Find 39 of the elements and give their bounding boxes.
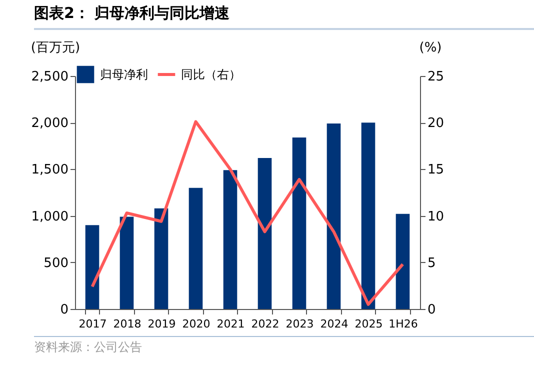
bar (223, 170, 238, 309)
x-tick-label: 1H26 (388, 318, 418, 330)
legend-label: 归母净利 (100, 68, 148, 82)
y-tick-label: 500 (44, 256, 68, 271)
bar (292, 138, 306, 309)
y-tick-label: 2,500 (31, 70, 68, 84)
x-tick-label: 2020 (182, 318, 210, 330)
chart-title: 图表2： 归母净利与同比增速 (34, 4, 534, 30)
bar (85, 225, 100, 309)
bar (326, 124, 341, 309)
x-tick-label: 2021 (216, 318, 245, 330)
y2-tick-label: 25 (428, 70, 444, 84)
x-tick-label: 2018 (113, 318, 142, 330)
bar (120, 216, 134, 309)
bar (154, 208, 168, 309)
y2-tick-label: 0 (428, 302, 436, 318)
x-tick-label: 2017 (78, 318, 107, 330)
x-tick-label: 2019 (148, 318, 176, 330)
y2-tick-label: 15 (428, 162, 444, 178)
y2-tick-label: 10 (428, 209, 444, 224)
y-tick-label: 2,000 (31, 116, 68, 132)
x-tick-label: 2024 (320, 318, 348, 330)
bar (396, 214, 410, 309)
x-tick-label: 2025 (354, 318, 383, 330)
y-tick-label: 1,500 (31, 162, 68, 178)
bar (188, 188, 203, 309)
y2-tick-label: 20 (428, 116, 444, 132)
x-tick-label: 2023 (286, 318, 314, 330)
bar (361, 122, 376, 309)
line-series (90, 120, 404, 306)
text: 资料来源：公司公告 (34, 336, 534, 356)
y2-axis-title: (%) (419, 40, 442, 56)
y-axis-title: (百万元) (30, 40, 80, 56)
legend-label: 同比（右） (181, 68, 241, 82)
bar (258, 158, 272, 309)
y-tick-label: 0 (60, 302, 68, 318)
x-tick-label: 2022 (251, 318, 280, 330)
y-tick-label: 1,000 (31, 209, 68, 224)
y2-tick-label: 5 (428, 256, 436, 271)
